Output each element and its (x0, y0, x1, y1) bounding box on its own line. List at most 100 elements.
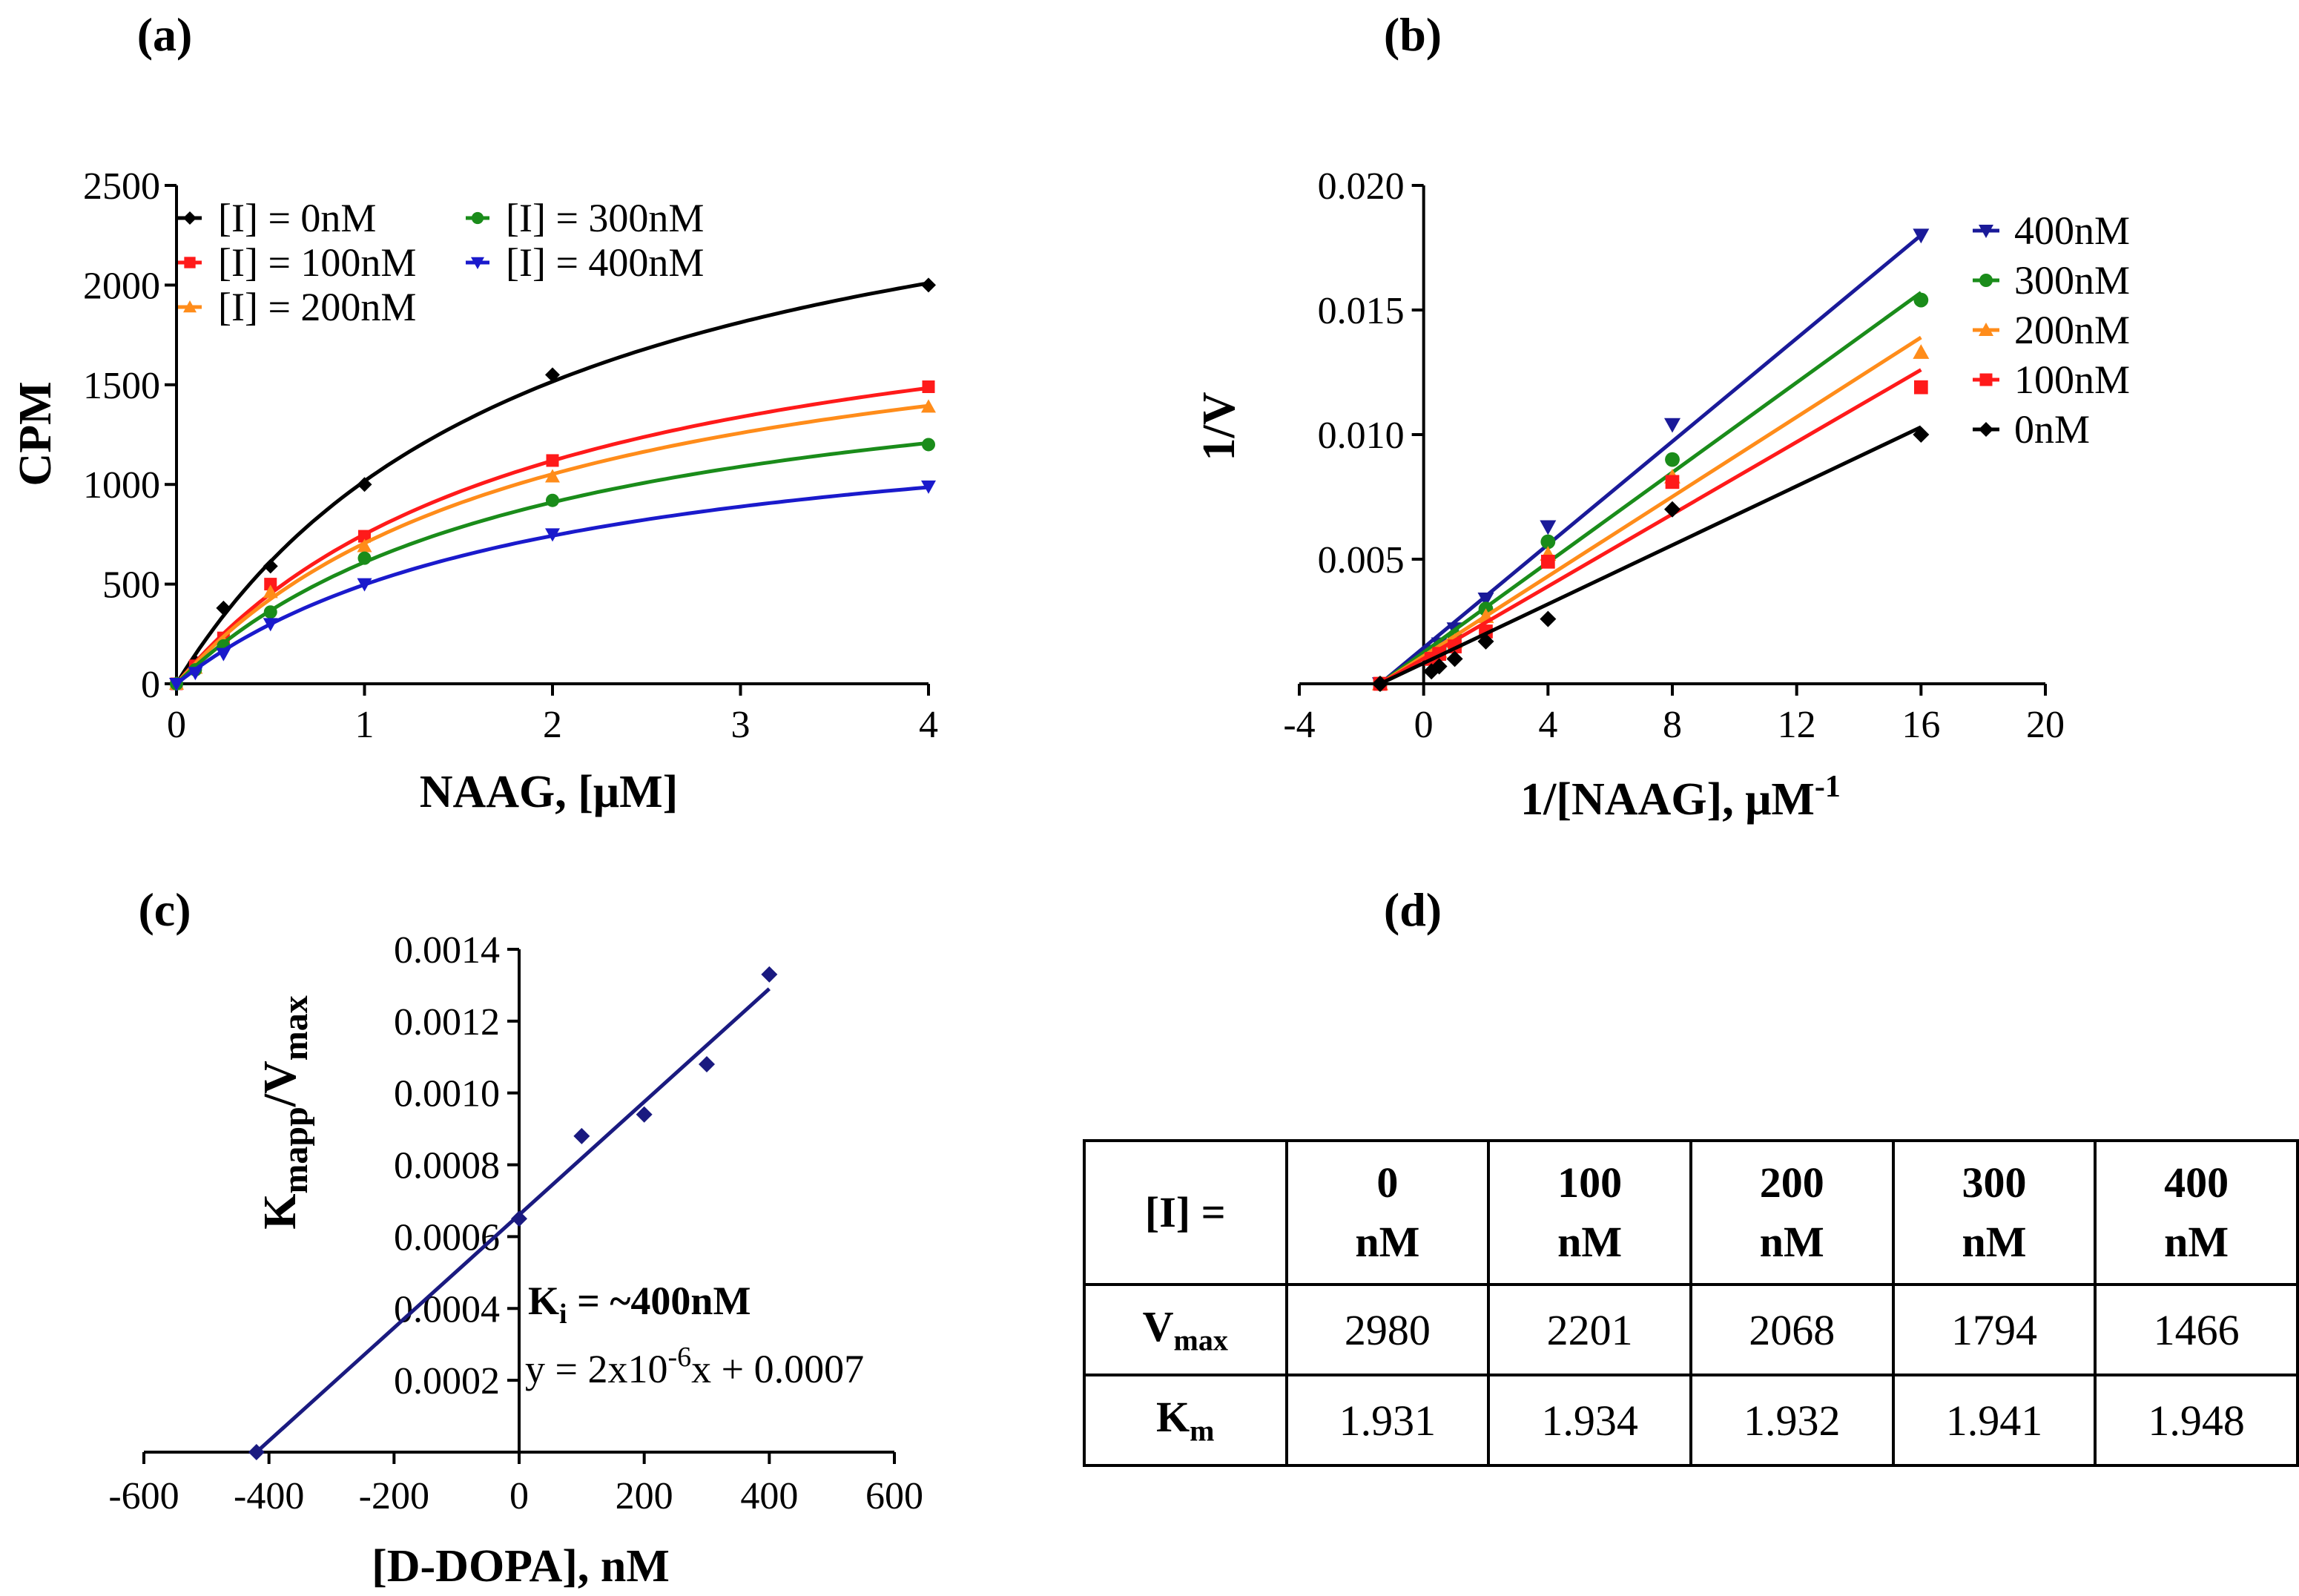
table-header-value: 300 (1962, 1158, 2027, 1207)
legend-item: [I] = 0nM (178, 196, 376, 240)
table-header-row: [I] = 0 nM 100 nM 200 nM 300 nM 400 nM (1083, 1139, 2299, 1286)
legend-marker (1979, 373, 1993, 386)
data-point (922, 438, 935, 452)
data-point (1540, 610, 1557, 627)
y-tick-label: 0.0002 (394, 1360, 500, 1402)
data-point (921, 399, 936, 413)
table-row-label-vmax: Vmax (1083, 1283, 1288, 1376)
data-point (216, 647, 231, 662)
data-point (1913, 228, 1930, 244)
data-point (511, 1210, 527, 1227)
y-tick-label: 2000 (83, 265, 160, 307)
data-point (263, 558, 278, 574)
legend-item: [I] = 200nM (178, 285, 416, 329)
y-tick-label: 1500 (83, 365, 160, 407)
chart-c-ki-rest: = ~400nM (567, 1279, 751, 1323)
fit-line-4 (1379, 425, 1922, 686)
data-point (1446, 650, 1463, 667)
legend-label: 400nM (2014, 208, 2130, 253)
table-cell: 1.932 (1689, 1374, 1895, 1467)
fit-line-2 (1379, 335, 1922, 686)
legend-label: 200nM (2014, 308, 2130, 352)
data-point (921, 277, 936, 293)
chart-a-y-axis-title: CPM (10, 381, 61, 486)
legend-label: [I] = 0nM (218, 196, 376, 240)
x-tick-label: 2 (543, 704, 562, 746)
x-tick-label: -400 (234, 1475, 304, 1517)
data-point (1913, 380, 1928, 395)
y-tick-label: 0.0006 (394, 1216, 500, 1259)
chart-c-ki-sub: i (559, 1299, 567, 1330)
legend-marker (471, 257, 484, 269)
data-point (263, 605, 277, 619)
data-point (545, 367, 560, 383)
chart-c-ki-k: K (528, 1279, 559, 1323)
data-point (1477, 633, 1494, 650)
panel-label-a: (a) (137, 8, 193, 61)
x-tick-label: 0 (1414, 704, 1434, 746)
panel-label-c: (c) (138, 883, 191, 936)
table-header-value: 200 (1759, 1158, 1824, 1207)
data-point (922, 380, 935, 393)
x-tick-label: 0 (167, 704, 186, 746)
kinetics-table: [I] = 0 nM 100 nM 200 nM 300 nM 400 nM Vmax 2… (1083, 1139, 2299, 1467)
chart-a-x-axis-title: NAAG, [μM] (420, 767, 679, 817)
table-corner-cell: [I] = (1083, 1139, 1288, 1286)
series-curve-0 (174, 281, 929, 685)
legend-item: 300nM (1973, 258, 2130, 303)
table-header-cell: 0 nM (1284, 1139, 1491, 1286)
data-point (1913, 292, 1929, 308)
legend-marker (1979, 422, 1993, 437)
table-header-cell: 400 nM (2094, 1139, 2299, 1286)
panel-label-d: (d) (1384, 883, 1442, 936)
y-tick-label: 0.0010 (394, 1073, 500, 1115)
data-point (357, 551, 372, 565)
data-point (1665, 475, 1680, 489)
data-point (699, 1055, 715, 1072)
table-cell: 1.941 (1891, 1374, 2097, 1467)
table-cell: 2980 (1284, 1283, 1491, 1376)
table-row-vmax: Vmax 2980 2201 2068 1794 1466 (1083, 1283, 2299, 1376)
x-tick-label: 0 (509, 1475, 529, 1517)
legend-label: 0nM (2014, 407, 2090, 452)
chart-b-lineweaver-burk: -4 0 4 8 12 16 20 0.005 0.010 0.015 0.020 400nM 300n… (1283, 165, 2130, 746)
data-point (1540, 520, 1557, 535)
data-point (1664, 501, 1680, 518)
data-point (573, 1127, 590, 1144)
y-tick-label: 0.0012 (394, 1001, 500, 1043)
y-tick-label: 0.0014 (394, 929, 500, 972)
x-tick-label: 600 (865, 1475, 923, 1517)
x-tick-label: 20 (2026, 704, 2065, 746)
vmax-label: V (1142, 1302, 1174, 1351)
table-cell: 1.931 (1284, 1374, 1491, 1467)
chart-c-y-axis-title: Kmapp/Vmax (255, 995, 315, 1230)
chart-c-ki-annotation: Ki = ~400nM (528, 1279, 751, 1330)
table-header-cell: 300 nM (1891, 1139, 2097, 1286)
data-point (357, 538, 372, 553)
chart-c-eq-b: x + 0.0007 (691, 1347, 864, 1391)
y-tick-label: 0.0008 (394, 1145, 500, 1187)
chart-b-x-axis-title-sup: -1 (1815, 770, 1841, 804)
data-point (761, 966, 778, 983)
legend-item: 200nM (1973, 308, 2130, 352)
data-point (357, 578, 372, 592)
legend-item: 0nM (1973, 407, 2090, 452)
y-tick-label: 500 (102, 564, 160, 607)
x-tick-label: -4 (1283, 704, 1315, 746)
legend-marker (183, 300, 197, 313)
data-point (248, 1444, 265, 1460)
legend-label: [I] = 100nM (218, 240, 416, 285)
chart-c-y-axis-title-mid: /V (255, 1061, 306, 1107)
data-point (1431, 658, 1448, 675)
chart-c-y-axis-title-sub2: max (276, 995, 315, 1061)
data-point (1664, 418, 1680, 433)
legend-marker (184, 257, 196, 268)
panel-label-b: (b) (1384, 8, 1442, 61)
x-tick-label: 3 (731, 704, 751, 746)
legend-item: [I] = 100nM (178, 240, 416, 285)
legend-marker (183, 211, 197, 225)
data-point (1477, 592, 1494, 607)
legend-label: [I] = 400nM (506, 240, 704, 285)
data-point (545, 528, 560, 542)
